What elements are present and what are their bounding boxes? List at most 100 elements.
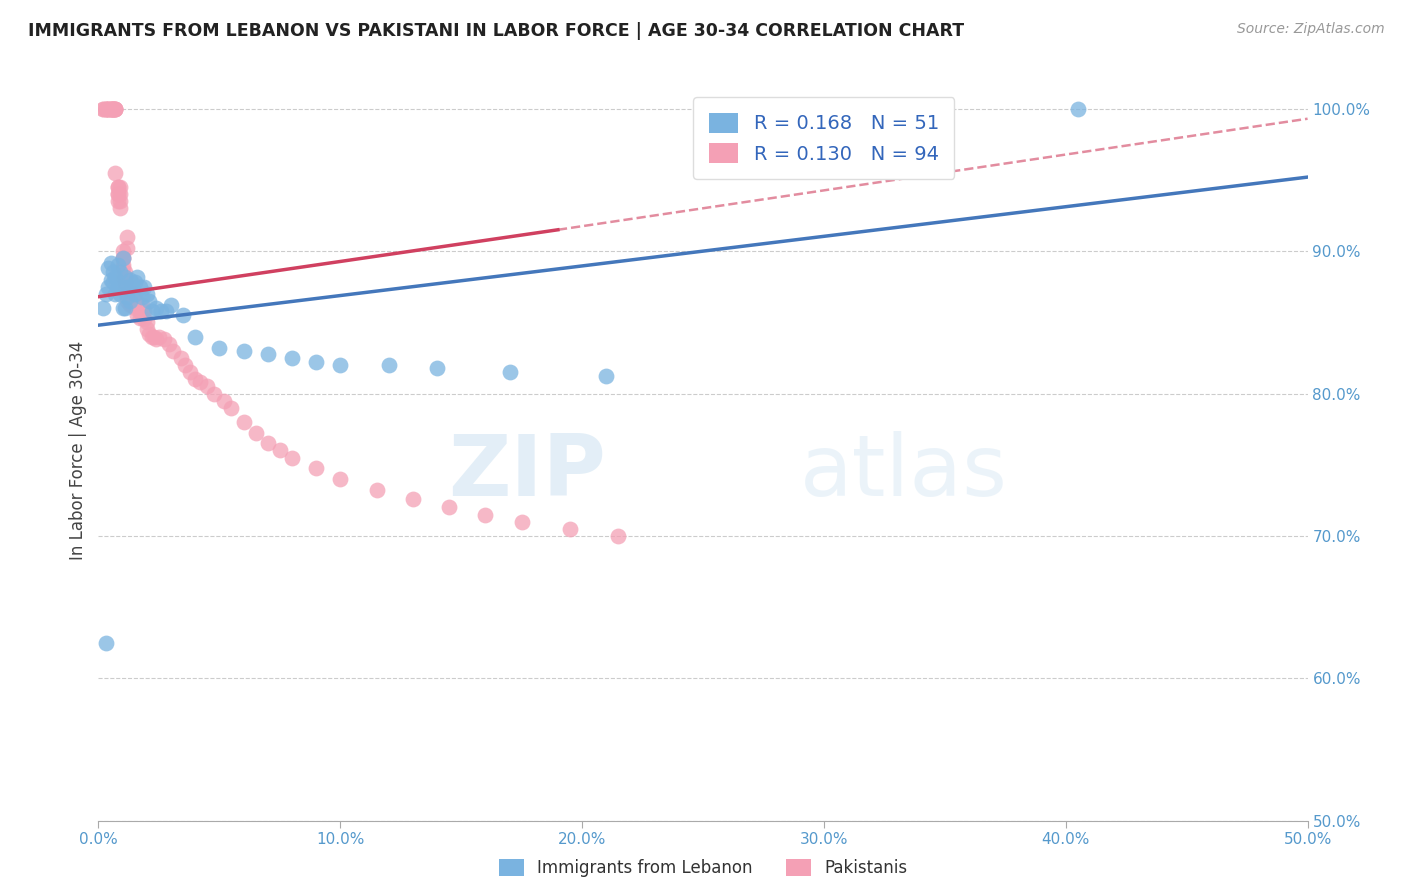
Point [212,393,235,408]
Point [143,329,166,343]
Point [117,279,139,293]
Point [117,230,139,244]
Point [172,308,194,322]
Point [124,276,146,290]
Point [111,301,134,315]
Point [124,293,146,308]
Point [100,102,122,116]
Point [117,290,139,304]
Point [111,269,134,284]
Point [148,329,170,343]
Point [195,379,218,393]
Point [558,522,581,536]
Point [104,269,127,284]
Point [145,332,167,346]
Point [114,276,136,290]
Point [256,346,278,360]
Point [117,241,139,255]
Point [97,279,120,293]
Text: ZIP: ZIP [449,431,606,514]
Point [141,329,163,343]
Point [118,293,141,308]
Point [184,329,207,343]
Point [131,298,153,312]
Point [91,301,114,315]
Point [134,279,156,293]
Point [221,401,243,415]
Point [595,369,617,384]
Point [94,102,117,116]
Point [426,360,449,375]
Point [150,304,173,318]
Point [169,351,191,365]
Point [128,304,150,318]
Point [104,102,127,116]
Point [91,102,114,116]
Point [108,202,131,216]
Point [101,276,124,290]
Point [121,298,143,312]
Point [188,375,211,389]
Point [607,529,630,543]
Point [155,304,177,318]
Point [152,332,174,346]
Point [111,252,134,266]
Point [128,311,150,326]
Point [114,269,136,284]
Point [510,515,533,529]
Point [366,483,388,498]
Point [100,102,122,116]
Point [111,279,134,293]
Point [101,102,124,116]
Point [162,343,184,358]
Point [118,293,141,308]
Point [138,293,160,308]
Point [117,293,139,308]
Point [97,261,120,276]
Point [128,279,150,293]
Point [108,194,131,209]
Point [329,472,352,486]
Point [94,635,117,649]
Point [114,269,136,284]
Point [100,102,122,116]
Point [124,286,146,301]
Point [111,252,134,266]
Point [111,252,134,266]
Point [232,343,254,358]
Point [135,322,157,336]
Point [114,265,136,279]
Point [101,102,124,116]
Point [134,304,156,318]
Point [107,258,129,272]
Point [127,298,149,312]
Point [281,450,304,465]
Point [474,508,496,522]
Point [124,301,146,315]
Point [498,365,520,379]
Point [329,358,352,372]
Point [107,194,129,209]
Point [160,298,183,312]
Point [94,102,117,116]
Point [174,358,197,372]
Point [141,304,163,318]
Legend: Immigrants from Lebanon, Pakistanis: Immigrants from Lebanon, Pakistanis [492,852,914,884]
Point [107,180,129,194]
Point [101,102,124,116]
Text: atlas: atlas [800,431,1008,514]
Point [281,351,304,365]
Point [108,180,131,194]
Point [107,279,129,293]
Point [100,272,122,286]
Text: Source: ZipAtlas.com: Source: ZipAtlas.com [1237,22,1385,37]
Point [97,102,120,116]
Point [232,415,254,429]
Point [100,102,122,116]
Point [111,261,134,276]
Text: IMMIGRANTS FROM LEBANON VS PAKISTANI IN LABOR FORCE | AGE 30-34 CORRELATION CHAR: IMMIGRANTS FROM LEBANON VS PAKISTANI IN … [28,22,965,40]
Point [127,308,149,322]
Point [114,301,136,315]
Point [117,286,139,301]
Y-axis label: In Labor Force | Age 30-34: In Labor Force | Age 30-34 [69,341,87,560]
